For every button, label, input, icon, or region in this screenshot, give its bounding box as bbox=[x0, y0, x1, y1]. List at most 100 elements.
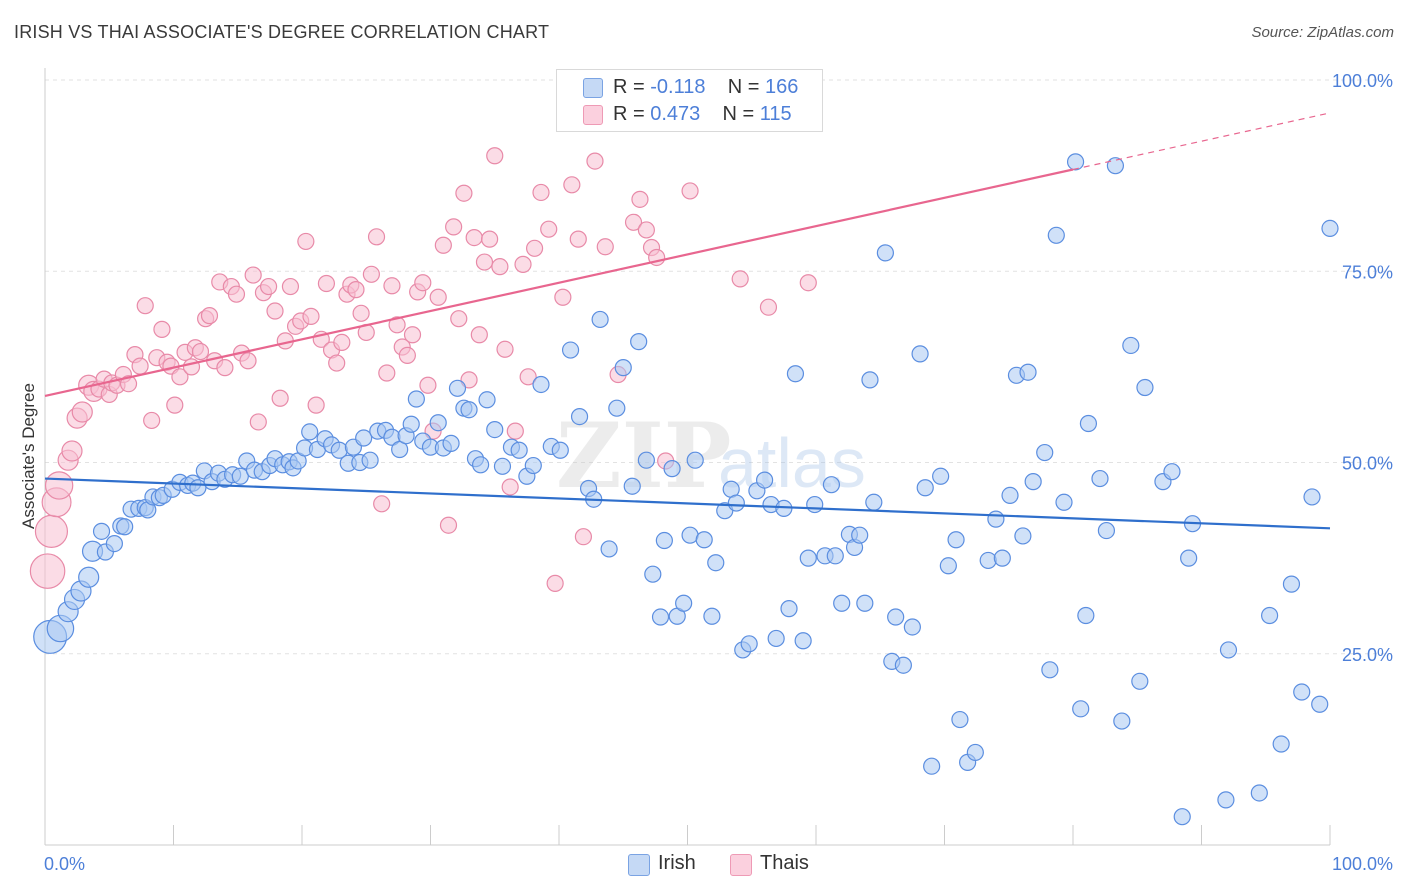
legend-thais-r-label: R = bbox=[613, 103, 651, 125]
irish-point-158 bbox=[1122, 336, 1140, 355]
thais-point-90 bbox=[501, 478, 519, 496]
irish-point-89 bbox=[651, 608, 670, 626]
series-irish-points bbox=[33, 153, 1339, 826]
legend-irish-n-value: 166 bbox=[764, 76, 799, 98]
source-credit: Source: ZipAtlas.com bbox=[1251, 24, 1394, 41]
bottom-legend-label-thais: Thais bbox=[760, 852, 809, 874]
thais-point-7 bbox=[71, 401, 93, 423]
irish-point-174 bbox=[1311, 695, 1329, 713]
irish-point-173 bbox=[1303, 488, 1321, 506]
irish-point-107 bbox=[767, 629, 785, 648]
irish-point-53 bbox=[391, 440, 409, 459]
irish-point-73 bbox=[524, 456, 542, 475]
thais-point-40 bbox=[244, 266, 262, 284]
irish-point-93 bbox=[675, 594, 693, 612]
irish-point-103 bbox=[740, 635, 758, 653]
thais-point-101 bbox=[574, 528, 593, 546]
irish-point-143 bbox=[1014, 527, 1032, 545]
y-tick-label-0: 25.0% bbox=[1342, 645, 1393, 665]
irish-point-156 bbox=[1106, 157, 1125, 175]
irish-point-101 bbox=[727, 494, 745, 512]
irish-point-84 bbox=[614, 359, 632, 377]
irish-point-134 bbox=[947, 531, 965, 549]
thais-point-76 bbox=[429, 288, 447, 306]
thais-point-105 bbox=[624, 213, 643, 231]
irish-point-147 bbox=[1041, 661, 1059, 679]
thais-point-85 bbox=[475, 253, 494, 271]
x-tick-label-0: 0.0% bbox=[44, 854, 85, 874]
thais-point-57 bbox=[333, 333, 351, 351]
thais-point-81 bbox=[455, 184, 473, 202]
irish-point-83 bbox=[608, 399, 626, 417]
bottom-legend-swatch-irish bbox=[628, 854, 650, 876]
irish-point-90 bbox=[655, 531, 673, 550]
bottom-legend-swatch-thais bbox=[730, 854, 752, 876]
irish-point-164 bbox=[1180, 549, 1198, 567]
thais-point-97 bbox=[546, 574, 564, 592]
irish-point-139 bbox=[987, 510, 1005, 528]
thais-point-51 bbox=[302, 307, 320, 325]
thais-point-96 bbox=[540, 220, 558, 238]
irish-point-81 bbox=[591, 310, 609, 329]
irish-point-162 bbox=[1163, 463, 1181, 481]
thais-point-56 bbox=[328, 354, 346, 372]
irish-point-91 bbox=[663, 460, 681, 478]
thais-point-35 bbox=[216, 359, 234, 377]
irish-point-29 bbox=[231, 467, 249, 485]
irish-point-7 bbox=[92, 522, 111, 540]
thais-point-52 bbox=[307, 396, 325, 414]
irish-point-59 bbox=[429, 414, 447, 432]
irish-point-123 bbox=[865, 493, 883, 511]
thais-point-111 bbox=[681, 182, 699, 200]
thais-point-16 bbox=[119, 375, 138, 393]
irish-point-113 bbox=[806, 495, 824, 514]
irish-point-76 bbox=[551, 441, 569, 459]
irish-point-137 bbox=[966, 743, 984, 762]
irish-point-130 bbox=[916, 479, 934, 497]
irish-point-109 bbox=[780, 600, 798, 618]
irish-point-62 bbox=[448, 379, 467, 397]
thais-point-54 bbox=[317, 274, 336, 293]
irish-point-61 bbox=[442, 434, 460, 452]
y-axis-label: Associate's Degree bbox=[19, 383, 38, 529]
thais-point-37 bbox=[227, 285, 246, 303]
thais-point-20 bbox=[143, 411, 161, 430]
irish-point-9 bbox=[105, 534, 123, 553]
thais-trend-line bbox=[44, 168, 1074, 398]
thais-point-78 bbox=[439, 516, 458, 534]
irish-point-69 bbox=[493, 457, 512, 475]
watermark: ZIP atlas bbox=[556, 403, 866, 509]
irish-point-115 bbox=[822, 476, 841, 494]
irish-point-124 bbox=[876, 244, 894, 262]
irish-point-145 bbox=[1024, 473, 1042, 491]
thais-point-50 bbox=[297, 232, 315, 251]
axes bbox=[44, 68, 1331, 846]
thais-point-112 bbox=[731, 270, 749, 288]
thais-point-63 bbox=[362, 265, 380, 283]
irish-point-160 bbox=[1136, 378, 1154, 397]
thais-point-91 bbox=[506, 422, 524, 440]
irish-point-151 bbox=[1072, 700, 1090, 718]
thais-point-47 bbox=[281, 277, 300, 296]
thais-point-102 bbox=[586, 152, 604, 170]
irish-point-150 bbox=[1066, 153, 1085, 171]
irish-point-122 bbox=[861, 371, 879, 389]
legend-swatch-thais bbox=[583, 105, 603, 125]
irish-point-86 bbox=[630, 333, 648, 351]
thais-point-67 bbox=[383, 277, 401, 295]
thais-point-64 bbox=[367, 228, 386, 246]
trend-lines bbox=[44, 112, 1331, 530]
irish-point-87 bbox=[637, 451, 655, 469]
irish-point-64 bbox=[460, 401, 478, 419]
thais-point-65 bbox=[373, 495, 391, 513]
y-tick-label-3: 100.0% bbox=[1332, 71, 1393, 91]
thais-point-22 bbox=[153, 320, 171, 338]
thais-point-61 bbox=[352, 304, 370, 322]
thais-point-83 bbox=[465, 228, 483, 247]
thais-point-88 bbox=[491, 258, 509, 276]
thais-point-79 bbox=[445, 218, 463, 236]
thais-point-93 bbox=[519, 368, 537, 386]
thais-point-71 bbox=[403, 326, 422, 344]
thais-point-95 bbox=[532, 183, 550, 202]
